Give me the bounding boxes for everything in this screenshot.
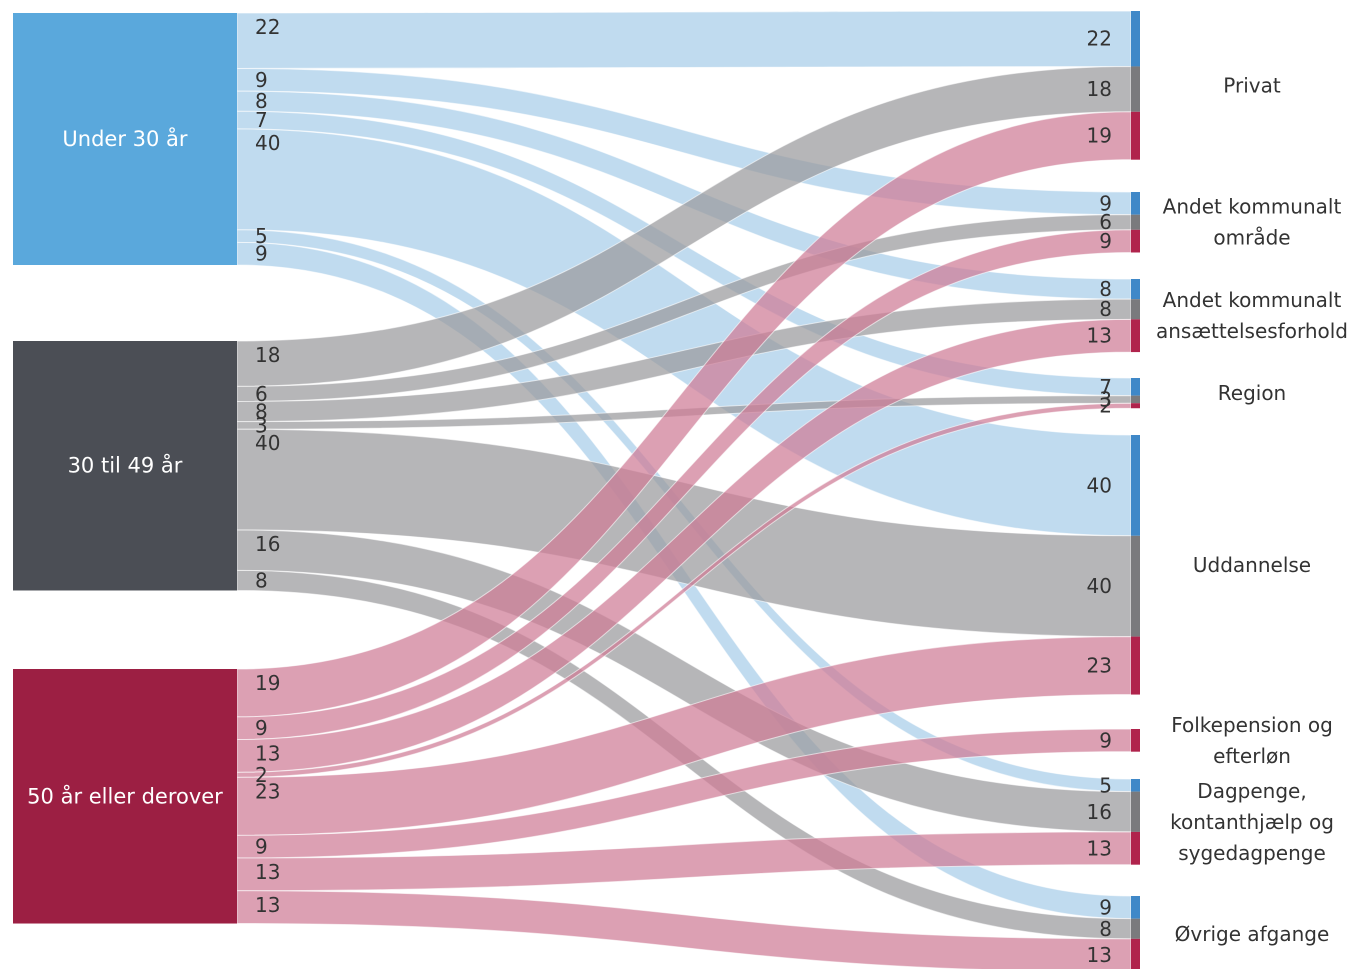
target-bar-uddannelse-u30 xyxy=(1131,435,1140,536)
target-bar-andet_omr-u30 xyxy=(1131,192,1140,215)
target-label-uddannelse: Uddannelse xyxy=(1193,553,1311,577)
target-label-privat: Privat xyxy=(1223,73,1281,97)
target-bar-dagpenge-m30 xyxy=(1131,791,1140,832)
flow-layer xyxy=(236,10,1132,969)
target-value-label: 8 xyxy=(1099,297,1112,321)
target-value-label: 22 xyxy=(1087,27,1112,51)
source-node-o50 xyxy=(13,669,237,924)
target-value-label: 7 xyxy=(1099,375,1112,399)
node-layer xyxy=(13,11,1140,969)
source-label-m30: 30 til 49 år xyxy=(68,453,183,478)
source-value-label: 16 xyxy=(255,532,280,556)
target-bar-andet_ans-o50 xyxy=(1131,319,1140,353)
source-value-label: 8 xyxy=(255,400,268,424)
target-label-folkepension: efterløn xyxy=(1213,744,1291,768)
target-value-label: 23 xyxy=(1087,654,1112,678)
label-layer: Under 30 år 30 til 49 år 50 år eller derov… xyxy=(27,15,1348,967)
target-value-label: 3 xyxy=(1099,387,1112,411)
target-label-andet_omr: Andet kommunalt xyxy=(1163,195,1342,219)
target-label-andet_ans: ansættelsesforhold xyxy=(1156,319,1348,343)
source-value-label: 13 xyxy=(255,742,280,766)
source-node-m30 xyxy=(13,341,237,591)
flow-o50-ovrige xyxy=(236,890,1132,969)
target-value-label: 13 xyxy=(1087,943,1112,967)
target-bar-ovrige-o50 xyxy=(1131,938,1140,969)
target-bar-region-o50 xyxy=(1131,403,1140,409)
target-bar-dagpenge-o50 xyxy=(1131,831,1140,865)
source-node-u30 xyxy=(13,13,237,265)
target-bar-privat-u30 xyxy=(1131,11,1140,67)
target-bar-region-m30 xyxy=(1131,395,1140,404)
source-value-label: 23 xyxy=(255,779,280,803)
source-label-u30: Under 30 år xyxy=(62,126,188,151)
target-value-label: 8 xyxy=(1099,917,1112,941)
target-value-label: 40 xyxy=(1087,473,1112,497)
target-value-label: 5 xyxy=(1099,773,1112,797)
target-bar-ovrige-m30 xyxy=(1131,918,1140,939)
target-bar-privat-o50 xyxy=(1131,111,1140,160)
target-value-label: 18 xyxy=(1087,77,1112,101)
target-label-dagpenge: kontanthjælp og xyxy=(1170,810,1334,834)
target-bar-uddannelse-o50 xyxy=(1131,636,1140,695)
source-value-label: 13 xyxy=(255,860,280,884)
source-value-label: 6 xyxy=(255,382,268,406)
source-value-label: 9 xyxy=(255,242,268,266)
source-value-label: 9 xyxy=(255,835,268,859)
source-value-label: 8 xyxy=(255,89,268,113)
target-label-andet_omr: område xyxy=(1213,226,1290,250)
source-value-label: 5 xyxy=(255,224,268,248)
target-label-dagpenge: sygedagpenge xyxy=(1178,841,1326,865)
target-label-ovrige: Øvrige afgange xyxy=(1175,922,1330,946)
target-bar-andet_omr-m30 xyxy=(1131,214,1140,230)
target-value-label: 40 xyxy=(1087,574,1112,598)
target-value-label: 8 xyxy=(1099,277,1112,301)
target-bar-privat-m30 xyxy=(1131,66,1140,112)
source-value-label: 40 xyxy=(255,431,280,455)
target-label-region: Region xyxy=(1218,381,1286,405)
target-value-label: 13 xyxy=(1087,324,1112,348)
source-value-label: 13 xyxy=(255,893,280,917)
source-value-label: 40 xyxy=(255,131,280,155)
target-value-label: 9 xyxy=(1099,895,1112,919)
source-value-label: 22 xyxy=(255,15,280,39)
target-bar-dagpenge-u30 xyxy=(1131,779,1140,792)
target-value-label: 2 xyxy=(1099,394,1112,418)
source-value-label: 8 xyxy=(255,568,268,592)
source-label-o50: 50 år eller derover xyxy=(27,783,223,808)
target-label-folkepension: Folkepension og xyxy=(1171,713,1333,737)
flow-u30-privat xyxy=(236,10,1132,69)
target-bar-region-u30 xyxy=(1131,378,1140,396)
source-value-label: 19 xyxy=(255,671,280,695)
target-bar-uddannelse-m30 xyxy=(1131,535,1140,637)
target-label-andet_ans: Andet kommunalt xyxy=(1163,288,1342,312)
target-bar-ovrige-u30 xyxy=(1131,896,1140,919)
target-value-label: 6 xyxy=(1099,210,1112,234)
target-bar-folkepension-o50 xyxy=(1131,729,1140,752)
source-value-label: 18 xyxy=(255,343,280,367)
source-value-label: 7 xyxy=(255,108,268,132)
target-value-label: 9 xyxy=(1099,728,1112,752)
target-value-label: 9 xyxy=(1099,191,1112,215)
target-label-dagpenge: Dagpenge, xyxy=(1197,779,1306,803)
source-value-label: 9 xyxy=(255,716,268,740)
target-bar-andet_ans-u30 xyxy=(1131,279,1140,300)
target-bar-andet_ans-m30 xyxy=(1131,299,1140,320)
target-value-label: 19 xyxy=(1087,124,1112,148)
target-value-label: 9 xyxy=(1099,229,1112,253)
source-value-label: 2 xyxy=(255,763,268,787)
target-value-label: 13 xyxy=(1087,836,1112,860)
target-bar-andet_omr-o50 xyxy=(1131,229,1140,253)
source-value-label: 3 xyxy=(255,413,268,437)
target-value-label: 16 xyxy=(1087,800,1112,824)
source-value-label: 9 xyxy=(255,68,268,92)
